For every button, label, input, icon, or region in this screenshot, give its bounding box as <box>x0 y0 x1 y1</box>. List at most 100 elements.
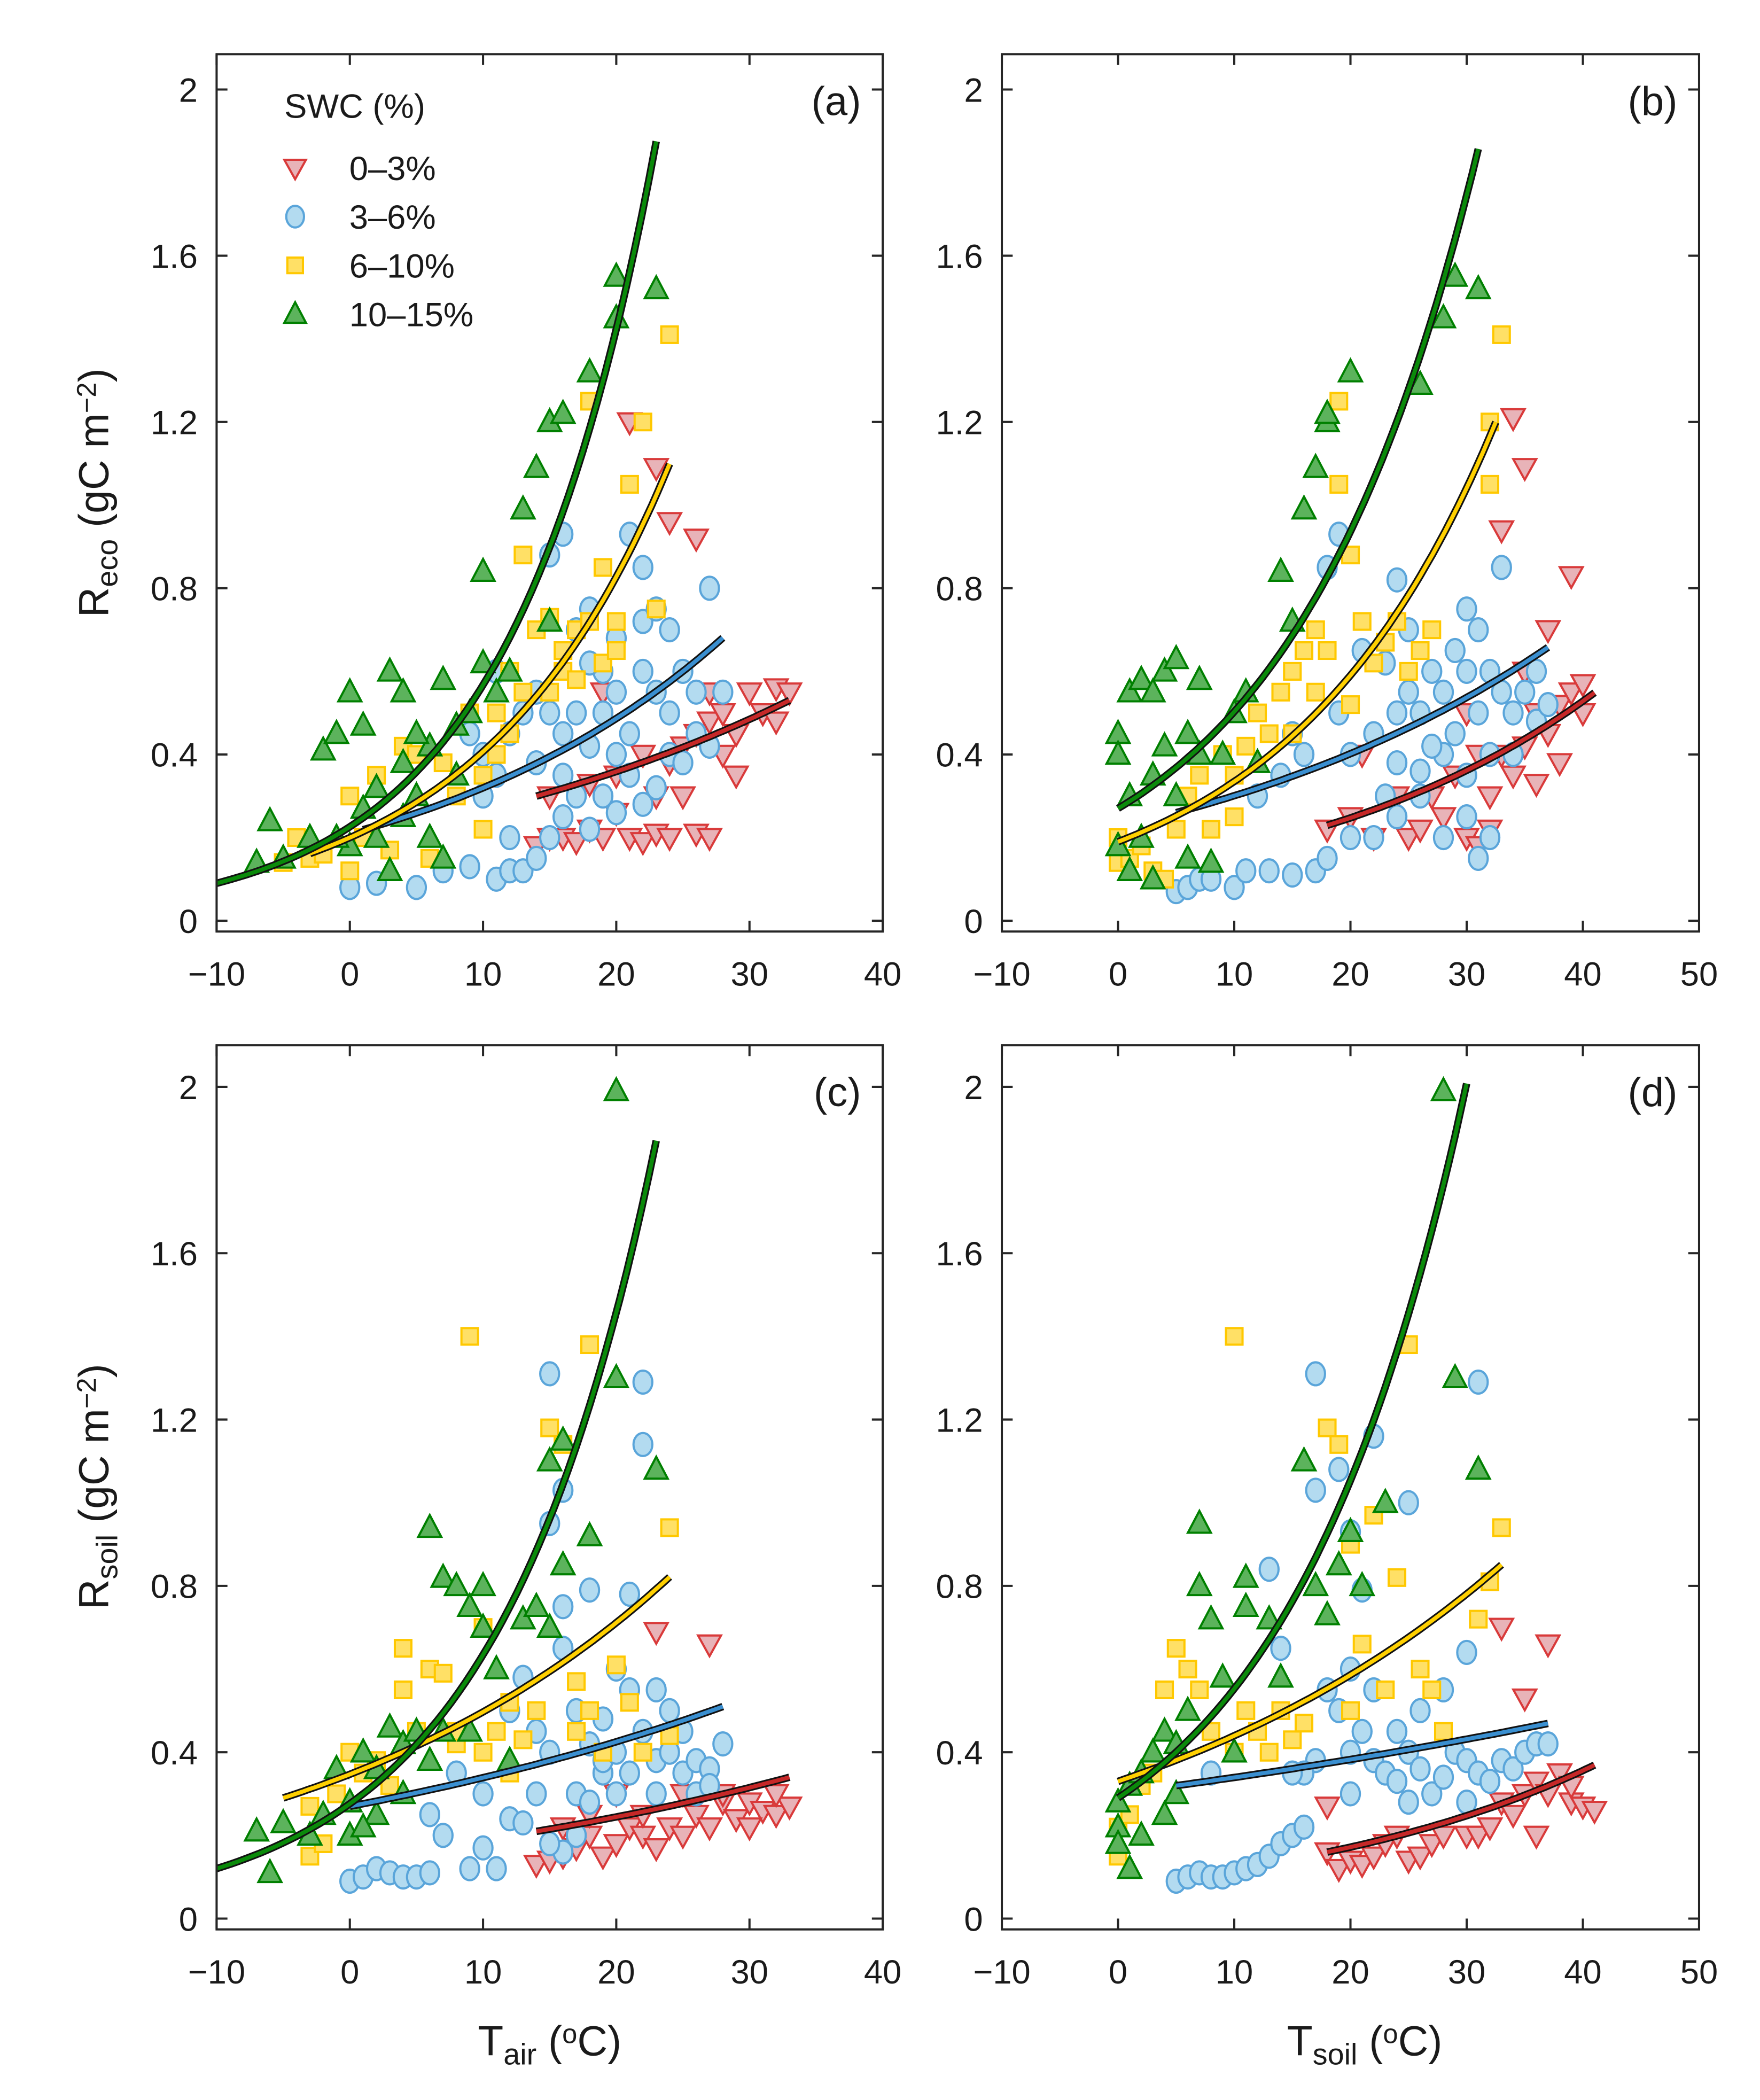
data-point <box>1468 617 1489 643</box>
label-main: R <box>71 587 118 618</box>
data-point <box>1409 758 1431 784</box>
data-point <box>270 1808 297 1833</box>
data-point <box>1163 644 1190 670</box>
data-point <box>1294 641 1314 660</box>
data-point <box>696 1634 723 1659</box>
data-point <box>1197 847 1225 873</box>
data-point <box>327 1784 346 1803</box>
data-point <box>1317 845 1338 871</box>
data-point <box>699 575 720 601</box>
data-point <box>470 1570 496 1597</box>
data-point <box>1468 700 1489 726</box>
x-tick-label: 40 <box>1564 956 1601 993</box>
fit-curve-blue <box>362 636 725 832</box>
data-point <box>606 612 626 631</box>
y-axis-label-rsoil: Rsoil (gC m−2) <box>71 1364 124 1609</box>
y-tick-label: 0 <box>179 1901 198 1938</box>
points-layer <box>1104 261 1597 905</box>
y-tick-label: 1.2 <box>936 405 983 442</box>
y-tick-label: 1.6 <box>151 238 198 275</box>
data-point <box>509 1604 536 1630</box>
data-point <box>459 854 480 880</box>
data-point <box>606 1655 626 1675</box>
data-point <box>1258 1557 1280 1582</box>
data-point <box>659 1698 680 1723</box>
data-point <box>712 679 734 705</box>
data-point <box>633 1743 652 1762</box>
axes-frame <box>215 1044 884 1931</box>
x-tick-label: 20 <box>1331 956 1369 993</box>
data-point <box>1151 656 1178 682</box>
data-point <box>1386 1769 1408 1794</box>
data-point <box>776 1796 803 1821</box>
data-point <box>605 742 627 767</box>
data-point <box>552 804 574 830</box>
data-point <box>567 1722 586 1741</box>
data-point <box>1511 458 1538 483</box>
data-point <box>549 399 577 424</box>
data-point <box>643 1838 670 1862</box>
data-point <box>629 744 657 769</box>
data-point <box>656 828 683 852</box>
data-point <box>1500 408 1527 432</box>
data-point <box>473 820 493 839</box>
data-point <box>1422 1680 1442 1699</box>
y-tick-label: 1.6 <box>936 1235 983 1273</box>
data-point <box>565 700 587 726</box>
legend-item-yellow: 6–10% <box>286 247 455 285</box>
data-point <box>1468 845 1489 871</box>
x-tick-label: 30 <box>731 956 768 993</box>
label-superscript: −2 <box>72 382 102 413</box>
data-point <box>696 828 723 852</box>
data-point <box>527 1701 546 1720</box>
data-point <box>645 1781 667 1807</box>
data-point <box>552 721 574 746</box>
data-point <box>1407 1846 1434 1871</box>
data-point <box>1151 731 1178 757</box>
series-green <box>1104 1076 1492 1879</box>
data-point <box>1116 855 1143 881</box>
data-point <box>632 555 653 580</box>
data-point <box>632 1369 653 1395</box>
data-point <box>1328 1457 1350 1482</box>
data-point <box>605 1781 627 1807</box>
data-point <box>1201 820 1221 839</box>
legend-marker-square-icon <box>286 256 305 275</box>
data-point <box>580 1701 599 1720</box>
data-point <box>1259 724 1279 743</box>
data-point <box>1479 1769 1501 1794</box>
data-point <box>470 556 496 582</box>
data-point <box>1294 1714 1314 1733</box>
data-point <box>460 1327 479 1346</box>
x-tick-label: 20 <box>597 1954 635 1991</box>
data-point <box>1376 1680 1395 1699</box>
fit-curve-green <box>1117 1083 1469 1800</box>
data-point <box>1267 1662 1294 1688</box>
data-point <box>1337 1516 1364 1542</box>
axes-frame <box>215 53 884 933</box>
fit-curve-red <box>536 1775 790 1834</box>
data-point <box>483 677 510 703</box>
data-point <box>1488 1617 1515 1642</box>
data-point <box>1500 1805 1527 1829</box>
data-point <box>349 710 377 736</box>
data-point <box>363 773 390 798</box>
data-point <box>1201 1722 1221 1741</box>
data-point <box>300 1796 320 1816</box>
x-axis-label-tsoil: Tsoil (oC) <box>1287 2017 1443 2071</box>
x-axis-label-tair: Tair (oC) <box>478 2017 621 2071</box>
fit-curves <box>1116 1083 1597 1856</box>
x-tick-label: 10 <box>464 1954 502 1991</box>
data-point <box>603 1834 630 1858</box>
x-tick-label: 50 <box>1680 956 1718 993</box>
label-unit: ( <box>1357 2017 1383 2064</box>
data-point <box>1386 750 1408 776</box>
data-point <box>536 606 563 632</box>
fit-curves <box>216 1140 791 1872</box>
data-point <box>1432 679 1454 705</box>
data-point <box>1314 1600 1341 1625</box>
data-point <box>776 682 803 707</box>
data-point <box>563 832 590 857</box>
fit-curve-red <box>1327 1763 1596 1854</box>
y-tick-label: 0.8 <box>936 571 983 608</box>
